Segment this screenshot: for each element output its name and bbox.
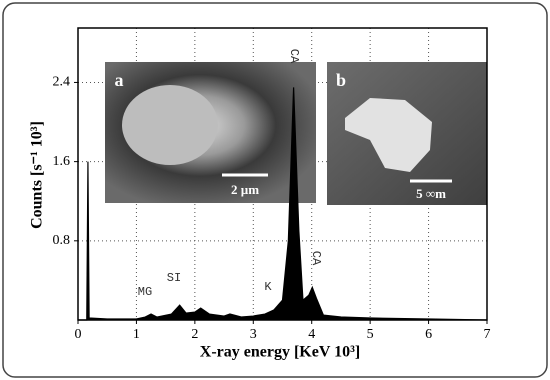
- y-tick-label: 2.4: [53, 75, 71, 90]
- peak-label: CA: [309, 251, 323, 266]
- x-tick-label: 6: [425, 327, 432, 342]
- peak-label: K: [264, 280, 272, 294]
- x-tick-label: 1: [133, 327, 140, 342]
- y-axis-label: Counts [s⁻¹ 10³]: [29, 121, 46, 229]
- y-tick-label: 1.6: [53, 154, 71, 169]
- y-tick-label: 0.8: [53, 233, 71, 248]
- peak-label: CA: [287, 49, 301, 64]
- insets: [105, 62, 487, 205]
- peak-label: SI: [167, 271, 181, 285]
- scale-bar-label: 5 ∞m: [416, 186, 446, 201]
- x-tick-label: 3: [250, 327, 257, 342]
- peak-label: MG: [138, 285, 152, 299]
- x-tick-label: 7: [484, 327, 491, 342]
- particle: [122, 85, 218, 165]
- inset-label: a: [115, 70, 124, 90]
- particle: [345, 98, 432, 172]
- x-tick-label: 4: [308, 327, 315, 342]
- spectrum: [78, 87, 488, 321]
- x-tick-label: 2: [191, 327, 198, 342]
- scale-bar-label: 2 µm: [231, 182, 259, 197]
- x-tick-label: 0: [75, 327, 82, 342]
- inset-label: b: [336, 70, 346, 90]
- x-tick-label: 5: [367, 327, 374, 342]
- x-axis-label: X-ray energy [KeV 10³]: [200, 344, 360, 361]
